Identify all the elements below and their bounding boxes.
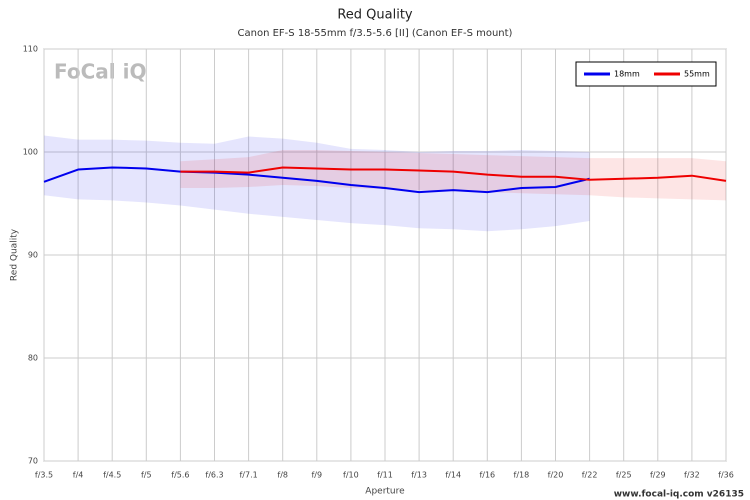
x-tick-label: f/36 xyxy=(718,471,734,480)
chart-title: Red Quality xyxy=(337,8,413,23)
x-tick-label: f/29 xyxy=(650,471,666,480)
confidence-band xyxy=(657,158,692,200)
y-tick-label: 70 xyxy=(28,457,38,466)
x-tick-label: f/22 xyxy=(582,471,598,480)
data-line xyxy=(180,166,727,182)
x-tick-label: f/4.5 xyxy=(103,471,121,480)
x-axis-label: Aperture xyxy=(365,487,405,497)
confidence-band xyxy=(419,153,454,192)
x-tick-label: f/5.6 xyxy=(171,471,189,480)
footer: www.focal-iq.com v26135 xyxy=(614,490,744,500)
x-tick-label: f/20 xyxy=(548,471,564,480)
confidence-band xyxy=(78,139,113,201)
x-tick-label: f/8 xyxy=(277,471,288,480)
chart-subtitle: Canon EF-S 18-55mm f/3.5-5.6 [II] (Canon… xyxy=(238,28,513,39)
confidence-band xyxy=(521,156,556,195)
x-tick-label: f/9 xyxy=(311,471,322,480)
x-tick-label: f/3.5 xyxy=(35,471,53,480)
data-line xyxy=(43,166,590,194)
x-tick-label: f/7.1 xyxy=(239,471,257,480)
x-tick-label: f/16 xyxy=(479,471,495,480)
confidence-band xyxy=(555,150,590,227)
x-tick-label: f/4 xyxy=(73,471,84,480)
confidence-band xyxy=(44,135,79,200)
x-tick-label: f/13 xyxy=(411,471,427,480)
confidence-band xyxy=(691,158,726,201)
x-tick-label: f/25 xyxy=(616,471,632,480)
confidence-band xyxy=(112,139,147,203)
logo: FoCal iQ xyxy=(54,60,146,84)
y-tick-label: 90 xyxy=(28,251,38,260)
confidence-band xyxy=(521,149,556,230)
x-tick-label: f/10 xyxy=(343,471,359,480)
x-tick-label: f/18 xyxy=(514,471,530,480)
x-tick-label: f/11 xyxy=(377,471,393,480)
confidence-band xyxy=(589,158,624,198)
legend-label: 55mm xyxy=(684,70,710,79)
x-tick-label: f/6.3 xyxy=(205,471,223,480)
confidence-band xyxy=(146,140,181,206)
confidence-band xyxy=(180,159,215,189)
x-tick-label: f/14 xyxy=(445,471,461,480)
y-axis-label: Red Quality xyxy=(10,228,20,281)
y-tick-label: 110 xyxy=(23,45,38,54)
y-tick-label: 100 xyxy=(23,148,38,157)
confidence-band xyxy=(180,142,215,210)
y-tick-label: 80 xyxy=(28,354,38,363)
confidence-band xyxy=(214,136,249,214)
confidence-band xyxy=(385,152,420,191)
legend-label: 18mm xyxy=(614,70,640,79)
x-tick-label: f/5 xyxy=(141,471,152,480)
confidence-band xyxy=(487,155,522,194)
x-tick-label: f/32 xyxy=(684,471,700,480)
